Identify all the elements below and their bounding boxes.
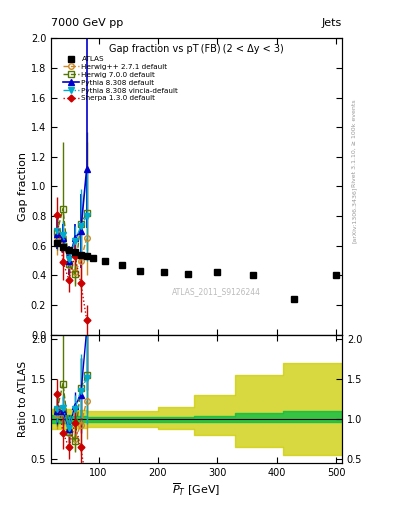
X-axis label: $\overline{P}_T$ [GeV]: $\overline{P}_T$ [GeV] [173, 481, 220, 498]
Text: 7000 GeV pp: 7000 GeV pp [51, 18, 123, 28]
Text: ATLAS_2011_S9126244: ATLAS_2011_S9126244 [173, 287, 261, 296]
Y-axis label: Gap fraction: Gap fraction [18, 152, 28, 221]
Text: Rivet 3.1.10, ≥ 100k events: Rivet 3.1.10, ≥ 100k events [352, 99, 357, 187]
Y-axis label: Ratio to ATLAS: Ratio to ATLAS [18, 361, 28, 437]
Legend: ATLAS, Herwig++ 2.7.1 default, Herwig 7.0.0 default, Pythia 8.308 default, Pythi: ATLAS, Herwig++ 2.7.1 default, Herwig 7.… [61, 54, 180, 103]
Text: Jets: Jets [321, 18, 342, 28]
Text: [arXiv:1306.3436]: [arXiv:1306.3436] [352, 187, 357, 243]
Text: Gap fraction vs pT (FB) (2 < Δy < 3): Gap fraction vs pT (FB) (2 < Δy < 3) [109, 45, 284, 54]
